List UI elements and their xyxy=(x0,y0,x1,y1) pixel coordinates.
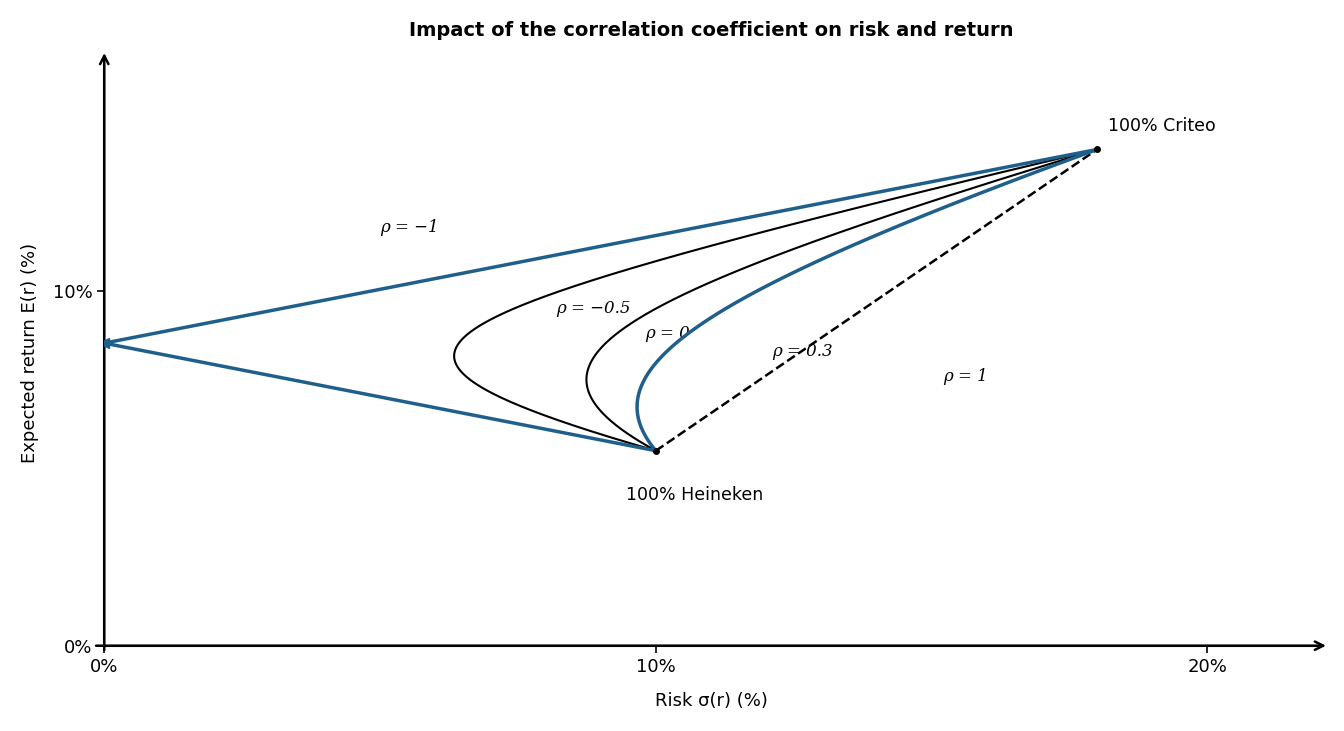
Text: 100% Heineken: 100% Heineken xyxy=(626,486,763,504)
Text: ρ = −0.5: ρ = −0.5 xyxy=(556,300,632,317)
X-axis label: Risk σ(r) (%): Risk σ(r) (%) xyxy=(655,692,767,711)
Title: Impact of the correlation coefficient on risk and return: Impact of the correlation coefficient on… xyxy=(409,20,1013,39)
Text: 100% Criteo: 100% Criteo xyxy=(1107,117,1216,135)
Text: ρ = 1: ρ = 1 xyxy=(942,368,988,385)
Text: ρ = 0.3: ρ = 0.3 xyxy=(771,343,832,360)
Text: ρ = 0: ρ = 0 xyxy=(645,325,689,342)
Text: ρ = −1: ρ = −1 xyxy=(380,219,438,236)
Y-axis label: Expected return E(r) (%): Expected return E(r) (%) xyxy=(22,243,39,463)
